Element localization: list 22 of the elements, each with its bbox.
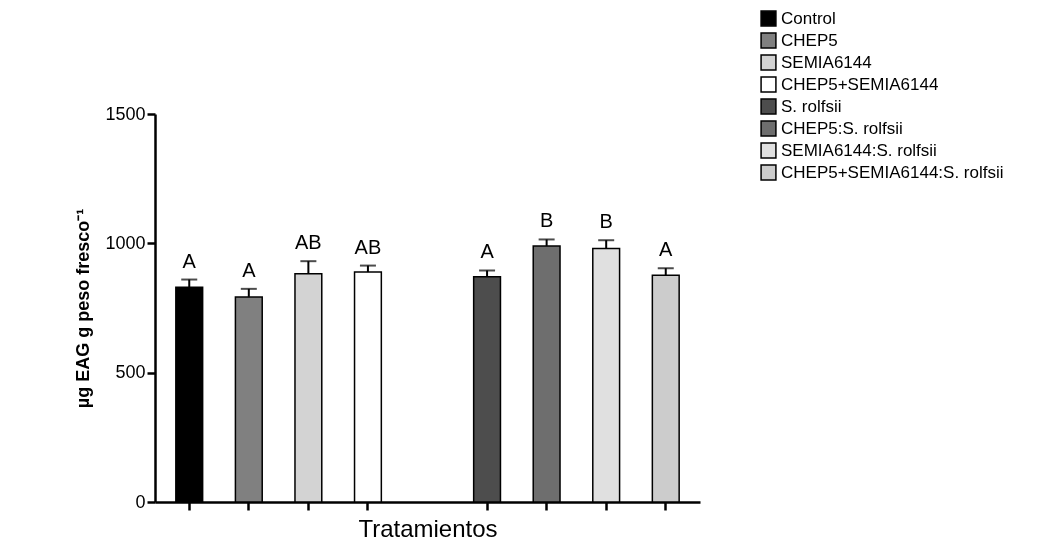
annotation: A	[242, 258, 257, 281]
annotation: A	[182, 249, 197, 272]
annotation: AB	[295, 231, 322, 254]
annotation: B	[599, 210, 613, 233]
annotation: AB	[354, 235, 382, 258]
legend-label: Control	[781, 8, 836, 28]
annotation: B	[539, 209, 554, 232]
y-axis-title: µg EAG g peso fresco⁻¹	[73, 208, 94, 409]
legend-label: S. rolfsii	[781, 96, 842, 116]
legend-label: CHEP5+SEMIA6144:S. rolfsii	[781, 162, 1004, 182]
y-tick-label: 1000	[105, 232, 146, 253]
legend-label: CHEP5	[781, 30, 838, 50]
legend-label: CHEP5:S. rolfsii	[781, 118, 903, 138]
legend-label: CHEP5+SEMIA6144	[781, 74, 939, 94]
annotation: A	[480, 240, 495, 263]
y-tick-label: 0	[135, 491, 146, 512]
x-axis-title: Tratamientos	[358, 514, 498, 542]
legend-label: SEMIA6144	[781, 52, 872, 72]
y-tick-label: 1500	[105, 103, 146, 124]
y-tick-label: 500	[115, 362, 146, 383]
annotation: A	[659, 238, 674, 261]
legend-label: SEMIA6144:S. rolfsii	[781, 140, 937, 160]
